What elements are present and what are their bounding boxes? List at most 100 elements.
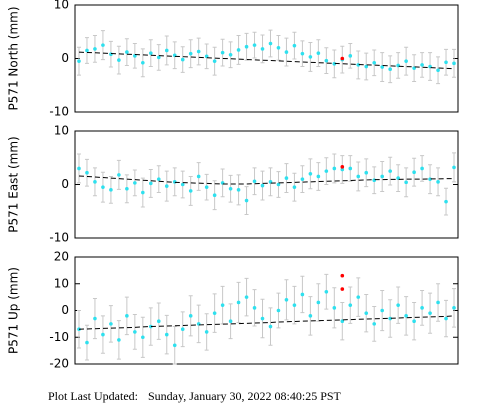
data-point bbox=[196, 49, 201, 54]
data-point bbox=[452, 306, 456, 310]
data-point bbox=[452, 61, 456, 66]
data-point bbox=[276, 182, 281, 187]
data-point bbox=[164, 48, 169, 53]
data-point bbox=[412, 170, 416, 174]
y-tick-label: 10 bbox=[54, 0, 69, 12]
data-point bbox=[324, 289, 329, 294]
data-point bbox=[396, 303, 400, 307]
y-axis-label: P571 North (mm) bbox=[7, 6, 21, 110]
data-point bbox=[340, 167, 345, 172]
y-tick-label: 0 bbox=[61, 303, 69, 317]
data-point bbox=[268, 41, 273, 46]
data-point bbox=[404, 59, 408, 63]
data-point bbox=[292, 43, 297, 48]
data-point bbox=[332, 306, 337, 310]
data-point bbox=[316, 174, 321, 179]
data-point bbox=[300, 51, 305, 56]
data-point bbox=[292, 185, 297, 189]
data-point bbox=[228, 186, 233, 191]
data-point bbox=[380, 174, 384, 179]
data-point bbox=[444, 60, 448, 65]
data-point bbox=[420, 306, 424, 310]
data-point bbox=[340, 56, 345, 61]
y-tick-label: 0 bbox=[61, 51, 69, 65]
data-point bbox=[372, 60, 377, 65]
data-point bbox=[85, 340, 89, 345]
y-tick-label: -10 bbox=[49, 105, 69, 119]
data-point bbox=[388, 67, 392, 71]
y-axis-label: P571 Up (mm) bbox=[7, 267, 21, 354]
footer-label: Plot Last Updated: bbox=[48, 389, 138, 403]
data-point bbox=[372, 178, 377, 183]
data-point bbox=[308, 172, 313, 176]
data-point bbox=[109, 188, 113, 192]
data-point bbox=[109, 322, 113, 326]
data-point bbox=[428, 311, 432, 315]
data-point bbox=[316, 300, 321, 305]
data-point bbox=[348, 54, 353, 58]
data-point bbox=[388, 169, 392, 173]
data-point bbox=[388, 316, 392, 321]
data-point bbox=[77, 59, 81, 63]
data-point bbox=[300, 292, 305, 297]
data-point bbox=[332, 166, 337, 171]
data-point bbox=[260, 47, 265, 51]
data-point bbox=[452, 165, 456, 170]
data-point bbox=[356, 295, 361, 299]
data-point bbox=[412, 319, 416, 324]
data-point bbox=[276, 308, 281, 313]
data-point bbox=[284, 50, 289, 54]
data-point bbox=[133, 330, 137, 334]
data-point bbox=[252, 179, 257, 184]
data-point bbox=[364, 170, 369, 175]
data-point bbox=[236, 48, 241, 52]
data-point bbox=[244, 295, 249, 299]
data-point bbox=[117, 338, 121, 342]
data-point bbox=[212, 311, 217, 315]
trend-line bbox=[78, 315, 455, 330]
data-point bbox=[212, 193, 217, 197]
data-point bbox=[188, 314, 193, 318]
data-point bbox=[380, 308, 384, 313]
y-tick-label: 0 bbox=[61, 177, 69, 191]
data-point bbox=[228, 52, 233, 57]
data-point bbox=[77, 327, 81, 332]
data-point bbox=[109, 52, 113, 57]
data-point bbox=[164, 184, 169, 188]
data-point bbox=[340, 287, 345, 291]
data-point bbox=[77, 166, 81, 171]
data-point bbox=[228, 319, 233, 324]
data-point bbox=[117, 173, 121, 177]
data-point bbox=[133, 181, 137, 185]
plot-frame bbox=[74, 4, 459, 113]
data-point bbox=[141, 190, 145, 195]
data-point bbox=[340, 165, 345, 169]
data-point bbox=[156, 177, 161, 181]
y-tick-label: -10 bbox=[49, 231, 69, 245]
data-point bbox=[180, 57, 185, 62]
y-tick-label: 10 bbox=[54, 124, 69, 138]
data-point bbox=[93, 47, 97, 51]
data-point bbox=[404, 314, 408, 318]
data-point bbox=[204, 185, 209, 189]
plot-frame bbox=[74, 130, 459, 239]
plot-frame bbox=[74, 256, 459, 365]
data-point bbox=[436, 300, 440, 305]
data-point bbox=[436, 68, 440, 73]
data-point bbox=[444, 316, 448, 321]
data-point bbox=[404, 180, 408, 185]
data-point bbox=[420, 63, 424, 67]
data-point bbox=[308, 314, 313, 318]
data-point bbox=[196, 174, 201, 179]
data-point bbox=[180, 327, 185, 332]
y-tick-label: -10 bbox=[49, 330, 69, 344]
y-tick-label: 20 bbox=[54, 250, 69, 264]
data-point bbox=[156, 55, 161, 60]
data-point bbox=[284, 298, 289, 302]
data-point bbox=[324, 169, 329, 173]
data-point bbox=[220, 50, 225, 55]
data-point bbox=[172, 180, 177, 184]
data-point bbox=[284, 176, 289, 180]
data-point bbox=[276, 46, 281, 50]
